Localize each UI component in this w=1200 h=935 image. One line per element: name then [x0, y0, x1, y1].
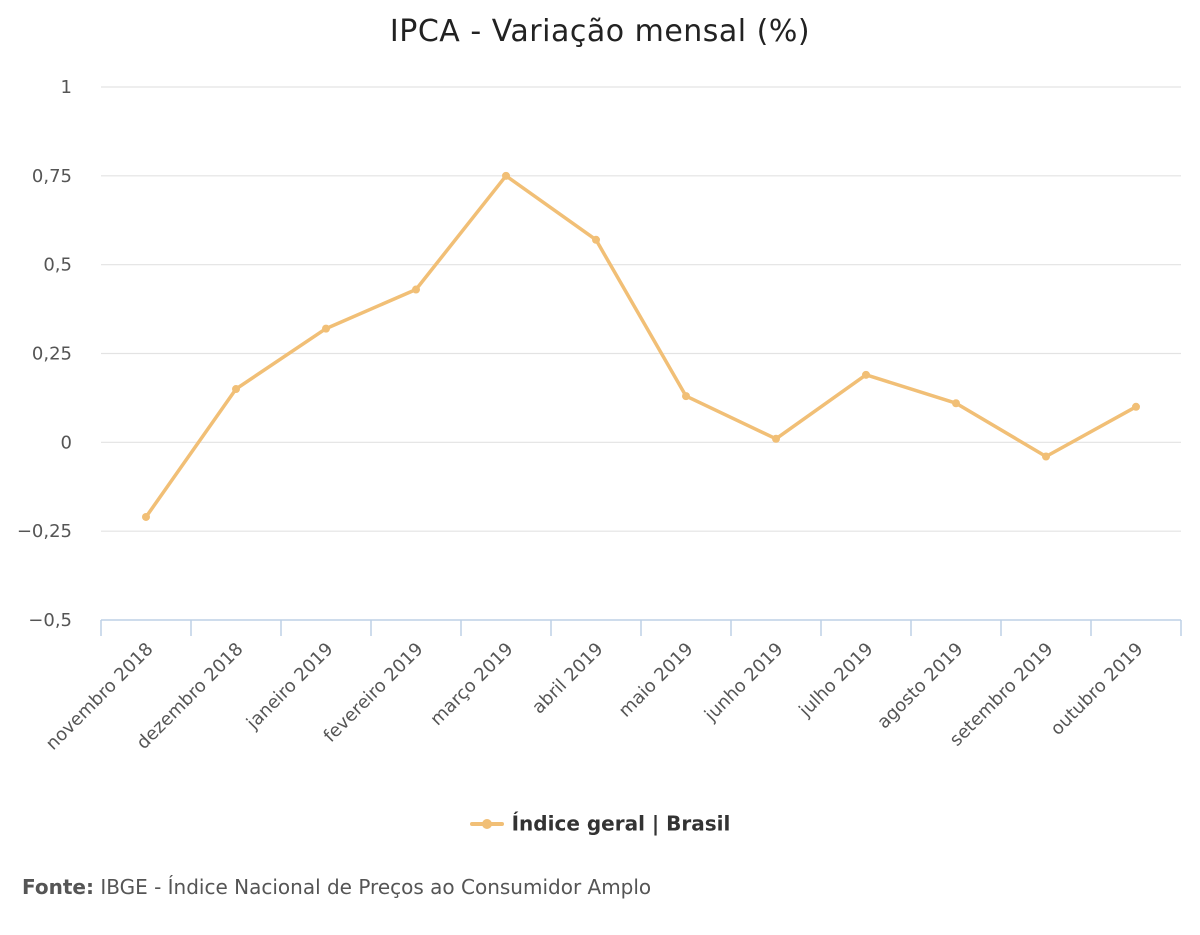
- data-point[interactable]: [502, 171, 510, 180]
- data-point[interactable]: [1042, 452, 1050, 461]
- x-tick-label: outubro 2019: [1047, 639, 1148, 740]
- data-point[interactable]: [592, 235, 600, 244]
- y-tick-label: 1: [61, 77, 72, 98]
- legend-swatch: [469, 817, 504, 831]
- x-tick-label: março 2019: [426, 639, 517, 730]
- x-tick-label: maio 2019: [615, 639, 698, 722]
- data-point[interactable]: [1132, 402, 1140, 411]
- x-tick-label: junho 2019: [700, 639, 788, 727]
- y-axis-ticks: 1 0,75 0,5 0,25 0 −0,25 −0,5: [17, 77, 72, 631]
- data-point[interactable]: [322, 324, 330, 333]
- series-layer: [142, 171, 1140, 521]
- x-tick-label: julho 2019: [795, 639, 878, 722]
- data-point[interactable]: [682, 392, 690, 401]
- y-tick-label: 0,75: [32, 166, 72, 187]
- data-point[interactable]: [232, 385, 240, 394]
- data-point[interactable]: [772, 434, 780, 443]
- line-chart: 1 0,75 0,5 0,25 0 −0,25 −0,5 novembro 2018deze…: [17, 77, 1182, 754]
- y-tick-label: −0,5: [28, 610, 72, 631]
- data-point[interactable]: [862, 370, 870, 379]
- legend[interactable]: Índice geral | Brasil: [0, 810, 1200, 836]
- legend-label: Índice geral | Brasil: [511, 811, 731, 836]
- x-tick-label: agosto 2019: [873, 639, 967, 733]
- data-point[interactable]: [142, 512, 150, 521]
- y-tick-label: 0,25: [32, 344, 72, 365]
- source-text: IBGE - Índice Nacional de Preços ao Cons…: [100, 875, 652, 899]
- grid-lines: [101, 86, 1181, 532]
- y-tick-label: 0: [61, 432, 72, 453]
- y-tick-label: −0,25: [17, 521, 72, 542]
- chart-title: IPCA - Variação mensal (%): [389, 14, 811, 49]
- x-tick-label: abril 2019: [528, 639, 607, 718]
- data-point[interactable]: [412, 285, 420, 294]
- source-note: Fonte: IBGE - Índice Nacional de Preços …: [22, 875, 651, 899]
- source-label: Fonte:: [22, 875, 94, 899]
- x-tick-label: janeiro 2019: [242, 639, 338, 735]
- series-line: [144, 174, 1138, 519]
- y-tick-label: 0,5: [43, 255, 72, 276]
- data-point[interactable]: [952, 399, 960, 408]
